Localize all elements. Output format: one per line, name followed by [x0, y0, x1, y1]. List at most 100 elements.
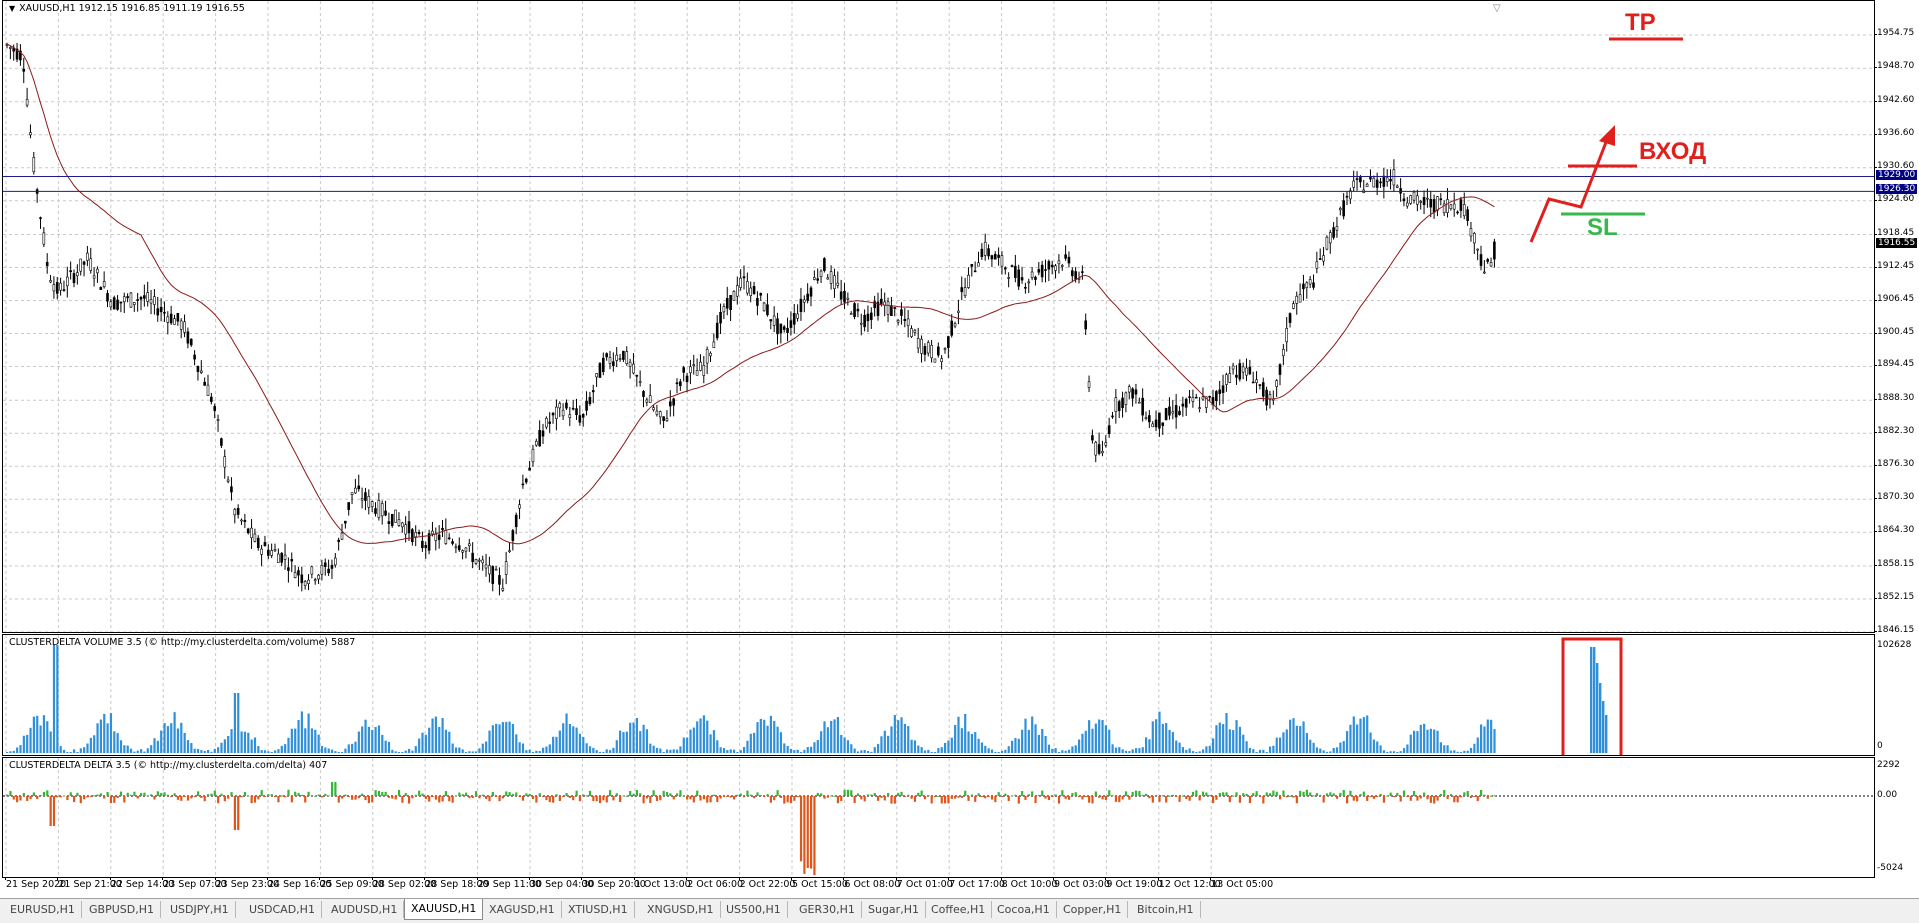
time-axis-label: 2 Oct 22:00: [739, 879, 796, 890]
tab-xtiusd-h1[interactable]: XTIUSD,H1: [562, 901, 635, 918]
projected-path-arrow: [1529, 136, 1610, 243]
tab-cocoa-h1[interactable]: Cocoa,H1: [991, 901, 1057, 918]
price-scale-label: 1888.30: [1877, 393, 1915, 404]
time-axis-label: 24 Sep 16:00: [268, 879, 332, 890]
price-scale-tick: [1874, 465, 1877, 467]
delta-scale: 2292 0.00 -5024: [1874, 757, 1919, 877]
delta-title: CLUSTERDELTA DELTA 3.5 (© http://my.clus…: [9, 760, 328, 771]
price-scale-tick: [1874, 365, 1877, 367]
time-axis-tick: [109, 877, 111, 880]
price-scale-tick: [1874, 266, 1877, 268]
time-axis-tick: [529, 877, 530, 880]
price-scale-tick: [1874, 233, 1877, 235]
price-scale-label: 1954.75: [1877, 28, 1915, 38]
volume-histogram: [5, 635, 1623, 755]
price-scale[interactable]: 1954.75 1948.70 1942.60 1936.60 1930.60 1924.…: [1874, 0, 1919, 635]
time-axis-label: 13 Oct 05:00: [1211, 879, 1274, 890]
time-axis-tick: [1210, 877, 1212, 880]
time-axis-label: 7 Oct 17:00: [949, 879, 1006, 890]
price-scale-label: 1846.15: [1877, 625, 1915, 635]
time-axis-label: 25 Sep 09:00: [320, 879, 384, 890]
tab-xngusd-h1[interactable]: XNGUSD,H1: [641, 901, 721, 918]
symbol-tabs-bar: EURUSD,H1 GBPUSD,H1 USDJPY,H1 USDCAD,H1 AUDU…: [0, 898, 1919, 923]
tab-eurusd-h1[interactable]: EURUSD,H1: [4, 901, 82, 918]
tab-usdcad-h1[interactable]: USDCAD,H1: [243, 901, 322, 918]
price-scale-tick: [1874, 399, 1877, 401]
chart-title: ▼ XAUUSD,H1 1912.15 1916.85 1911.19 1916.…: [9, 3, 245, 14]
tab-us500-h1[interactable]: US500,H1: [720, 901, 788, 918]
price-scale-tick: [1874, 199, 1877, 201]
price-scale-tick: [1874, 531, 1877, 533]
price-scale-tick: [1874, 598, 1877, 600]
tab-gbpusd-h1[interactable]: GBPUSD,H1: [83, 901, 161, 918]
time-axis-label: 9 Oct 03:00: [1054, 879, 1110, 890]
volume-scale-label: 102628: [1877, 640, 1912, 650]
time-axis-label: 30 Sep 04:00: [530, 879, 594, 890]
time-axis-label: 28 Sep 18:00: [425, 879, 489, 890]
time-axis-label: 12 Oct 12:00: [1158, 879, 1221, 890]
time-axis-label: 5 Oct 15:00: [792, 879, 848, 890]
tab-sugar-h1[interactable]: Sugar,H1: [862, 901, 926, 918]
sl-annotation: SL: [1587, 214, 1618, 241]
volume-indicator-pane[interactable]: CLUSTERDELTA VOLUME 3.5 (© http://my.clu…: [2, 634, 1875, 756]
time-axis-label: 28 Sep 02:00: [372, 879, 437, 890]
time-axis-tick: [1105, 877, 1107, 880]
tp-annotation: TP: [1625, 9, 1656, 36]
time-axis-tick: [214, 877, 216, 880]
tab-audusd-h1[interactable]: AUDUSD,H1: [325, 901, 405, 918]
price-scale-label: 1906.45: [1877, 293, 1915, 304]
price-scale-label: 1864.30: [1877, 525, 1915, 536]
time-axis-tick: [319, 877, 321, 880]
delta-scale-label: -5024: [1877, 863, 1904, 873]
time-axis-label: 6 Oct 08:00: [844, 879, 901, 890]
time-axis-tick: [371, 877, 373, 880]
time-axis-label: 1 Oct 13:00: [634, 879, 691, 890]
tab-copper-h1[interactable]: Copper,H1: [1057, 901, 1129, 918]
time-axis-tick: [162, 877, 164, 880]
price-scale-label: 1876.30: [1877, 459, 1915, 470]
price-scale-tick: [1874, 133, 1877, 135]
price-scale-tick: [1874, 67, 1877, 69]
chart-menu-triangle-icon[interactable]: ▼: [9, 4, 16, 13]
price-scale-label: 1858.15: [1877, 559, 1915, 570]
price-scale-tick: [1874, 432, 1877, 434]
price-scale-label: 1912.45: [1877, 260, 1915, 271]
price-scale-label: 1882.30: [1877, 426, 1915, 437]
volume-highlight-box: [1561, 637, 1623, 755]
time-axis-tick: [895, 877, 897, 880]
time-axis-tick: [686, 877, 688, 880]
tab-ger30-h1[interactable]: GER30,H1: [793, 901, 862, 918]
volume-spike-bar: [1599, 683, 1602, 753]
delta-scale-label: 0.00: [1877, 790, 1898, 800]
delta-scale-label: 2292: [1877, 760, 1900, 770]
price-scale-tick: [1874, 631, 1877, 632]
delta-indicator-pane[interactable]: CLUSTERDELTA DELTA 3.5 (© http://my.clus…: [2, 757, 1875, 878]
time-axis-label: 21 Sep 21:00: [58, 879, 122, 890]
delta-bars: [6, 782, 1496, 876]
tab-bitcoin-h1[interactable]: Bitcoin,H1: [1131, 901, 1201, 918]
time-axis-tick: [1000, 877, 1002, 880]
volume-spike-bar: [1602, 701, 1605, 753]
time-axis-label: 8 Oct 10:00: [1001, 879, 1058, 890]
chart-shift-marker-icon[interactable]: ▽: [1493, 3, 1501, 14]
price-scale-label: 1918.45: [1877, 227, 1915, 238]
price-chart-canvas[interactable]: [3, 1, 1874, 632]
time-axis-tick: [1157, 877, 1159, 880]
chart-title-text: XAUUSD,H1 1912.15 1916.85 1911.19 1916.5…: [19, 3, 245, 14]
arrow-head-icon: [1599, 125, 1615, 146]
tab-usdjpy-h1[interactable]: USDJPY,H1: [164, 901, 236, 918]
price-chart-pane[interactable]: ▼ XAUUSD,H1 1912.15 1916.85 1911.19 1916.…: [2, 0, 1875, 633]
tab-xagusd-h1[interactable]: XAGUSD,H1: [483, 901, 562, 918]
current-price-label: 1916.55: [1876, 237, 1918, 248]
time-axis[interactable]: 21 Sep 2020 21 Sep 21:00 22 Sep 14:00 23 Se…: [2, 877, 1873, 893]
time-axis-label: 7 Oct 01:00: [896, 879, 953, 890]
time-axis-label: 2 Oct 06:00: [687, 879, 744, 890]
time-axis-tick: [948, 877, 950, 880]
delta-histogram: [3, 758, 1874, 877]
tab-coffee-h1[interactable]: Coffee,H1: [925, 901, 993, 918]
volume-title: CLUSTERDELTA VOLUME 3.5 (© http://my.clu…: [9, 637, 356, 648]
tab-xauusd-h1[interactable]: XAUUSD,H1: [404, 899, 484, 920]
price-scale-label: 1852.15: [1877, 592, 1915, 603]
price-scale-tick: [1874, 299, 1877, 301]
